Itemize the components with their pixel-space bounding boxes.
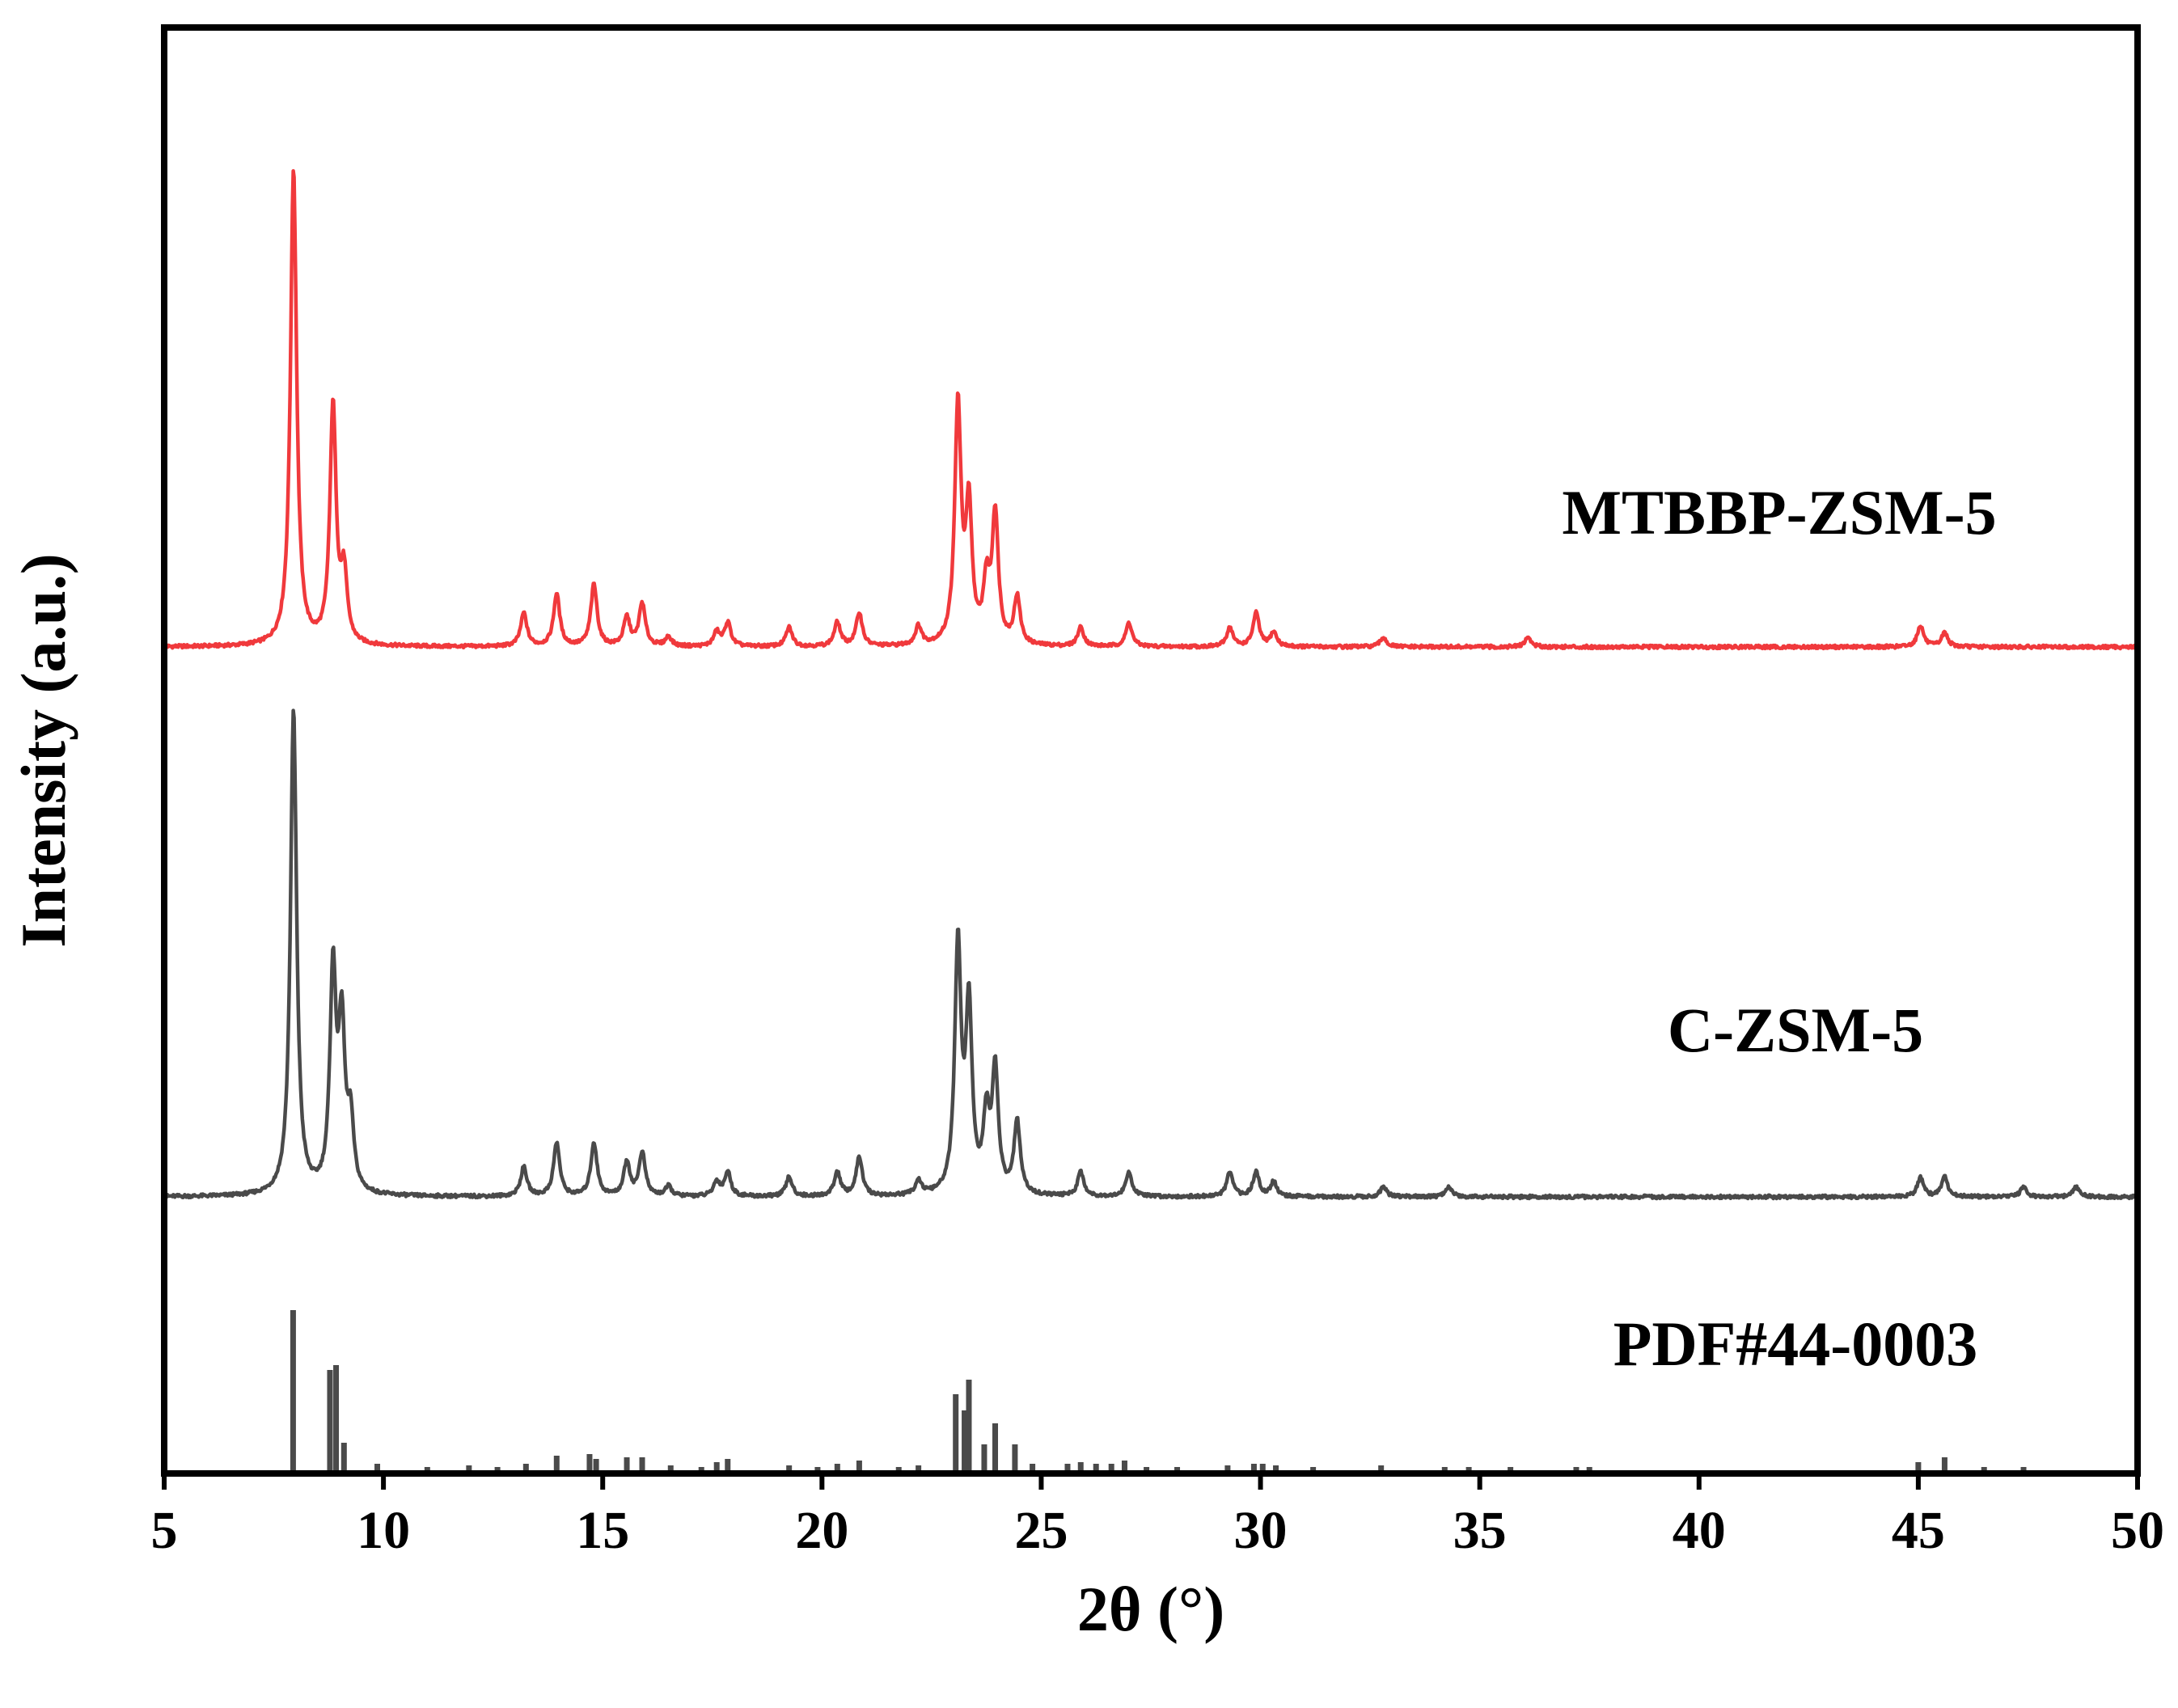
x-axis-label: 2θ (°) — [1077, 1574, 1224, 1644]
x-tick-label-25: 25 — [1014, 1501, 1068, 1560]
x-tick-label-40: 40 — [1673, 1501, 1726, 1560]
x-axis-ticks: 5 10 15 20 25 30 35 40 45 50 — [151, 1473, 2164, 1560]
series-line-c-zsm-5 — [163, 708, 2140, 1201]
series-label-mtbbp-zsm-5: MTBBP-ZSM-5 — [1562, 477, 1996, 547]
x-tick-label-5: 5 — [151, 1501, 178, 1560]
x-tick-label-30: 30 — [1234, 1501, 1288, 1560]
x-tick-label-15: 15 — [576, 1501, 629, 1560]
x-tick-label-50: 50 — [2111, 1501, 2164, 1560]
series-line-mtbbp-zsm-5 — [162, 169, 2139, 651]
y-axis-label: Intensity (a.u.) — [8, 553, 78, 948]
series-layer — [162, 169, 2140, 1472]
x-tick-label-20: 20 — [795, 1501, 848, 1560]
x-tick-label-35: 35 — [1453, 1501, 1507, 1560]
x-tick-label-10: 10 — [357, 1501, 410, 1560]
series-label-c-zsm-5: C-ZSM-5 — [1668, 995, 1923, 1065]
plot-frame — [161, 24, 2141, 1477]
x-tick-label-45: 45 — [1892, 1501, 1945, 1560]
series-label-layer: MTBBP-ZSM-5 C-ZSM-5 PDF#44-0003 — [1562, 477, 1996, 1379]
series-label-pdf-44-0003: PDF#44-0003 — [1613, 1308, 1978, 1379]
